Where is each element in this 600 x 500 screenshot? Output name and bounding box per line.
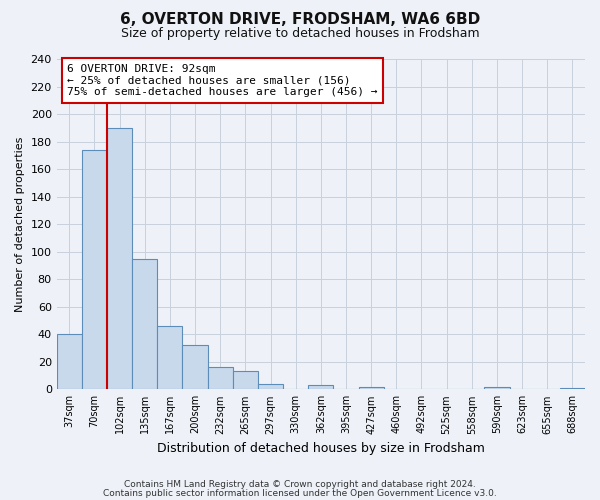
Bar xyxy=(208,368,233,390)
Bar xyxy=(258,384,283,390)
Bar xyxy=(233,372,258,390)
Bar xyxy=(560,388,585,390)
X-axis label: Distribution of detached houses by size in Frodsham: Distribution of detached houses by size … xyxy=(157,442,485,455)
Bar xyxy=(56,334,82,390)
Bar xyxy=(107,128,132,390)
Text: Size of property relative to detached houses in Frodsham: Size of property relative to detached ho… xyxy=(121,28,479,40)
Text: 6 OVERTON DRIVE: 92sqm
← 25% of detached houses are smaller (156)
75% of semi-de: 6 OVERTON DRIVE: 92sqm ← 25% of detached… xyxy=(67,64,378,97)
Bar xyxy=(484,386,509,390)
Y-axis label: Number of detached properties: Number of detached properties xyxy=(15,136,25,312)
Text: 6, OVERTON DRIVE, FRODSHAM, WA6 6BD: 6, OVERTON DRIVE, FRODSHAM, WA6 6BD xyxy=(120,12,480,28)
Bar xyxy=(132,258,157,390)
Bar xyxy=(308,385,334,390)
Text: Contains HM Land Registry data © Crown copyright and database right 2024.: Contains HM Land Registry data © Crown c… xyxy=(124,480,476,489)
Bar xyxy=(157,326,182,390)
Text: Contains public sector information licensed under the Open Government Licence v3: Contains public sector information licen… xyxy=(103,488,497,498)
Bar xyxy=(182,346,208,390)
Bar xyxy=(359,386,384,390)
Bar xyxy=(82,150,107,390)
